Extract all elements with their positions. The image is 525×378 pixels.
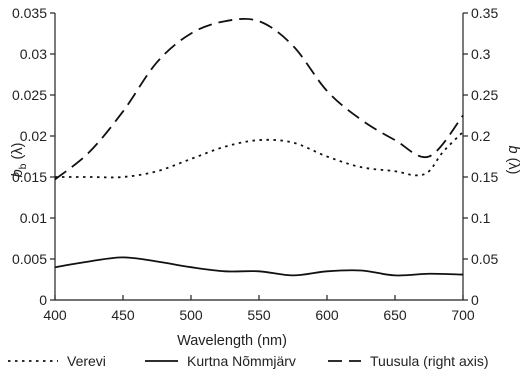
series-line-1 [54,131,464,179]
y-axis-title-right: b (λ) [505,145,521,174]
axes [50,12,468,301]
y-axis-title-left-suffix: (λ) [10,143,26,164]
y-tick-label-left: 0.02 [20,128,47,144]
y-tick-label-right: 0.1 [471,210,491,226]
legend-label-2: Kurtna Nõmmjärv [187,353,296,369]
x-tick-label: 500 [179,307,203,323]
legend: Verevi Kurtna Nõmmjärv Tuusula (right axis… [8,353,489,369]
legend-label-3: Tuusula (right axis) [370,353,489,369]
y-tick-label-right: 0.05 [471,251,498,267]
y-tick-label-right: 0 [471,292,479,308]
x-tick-label: 450 [111,307,135,323]
y-axis-title-right-main: b [505,145,521,153]
series-line-3 [54,17,464,181]
legend-label-1: Verevi [67,353,106,369]
x-tick-label: 700 [451,307,475,323]
y-tick-label-right: 0.2 [471,128,491,144]
series-lines [54,17,464,277]
y-tick-label-left: 0 [39,292,47,308]
x-axis-title: Wavelength (nm) [177,333,287,349]
y-tick-label-left: 0.03 [20,46,47,62]
y-tick-label-right: 0.25 [471,87,498,103]
y-axis-title-right-suffix: (λ) [505,154,521,175]
x-tick-label: 400 [43,307,67,323]
y-tick-label-left: 0.01 [20,210,47,226]
y-tick-label-right: 0.35 [471,5,498,21]
x-tick-label: 600 [315,307,339,323]
tick-labels: 400 450 500 550 600 650 70000.0050.010.0150.02… [12,5,499,323]
y-tick-label-left: 0.005 [12,251,47,267]
y-tick-label-right: 0.15 [471,169,498,185]
y-axis-title-left-sub: b [17,163,29,169]
y-tick-label-left: 0.025 [12,87,47,103]
x-tick-label: 550 [247,307,271,323]
series-line-2 [54,256,464,277]
x-tick-label: 650 [383,307,407,323]
y-axis-title-left-main: b [10,169,26,177]
y-tick-label-left: 0.015 [12,169,47,185]
y-axis-title-left: bb (λ) [10,143,29,178]
y-tick-label-right: 0.3 [471,46,491,62]
y-tick-label-left: 0.035 [12,5,47,21]
